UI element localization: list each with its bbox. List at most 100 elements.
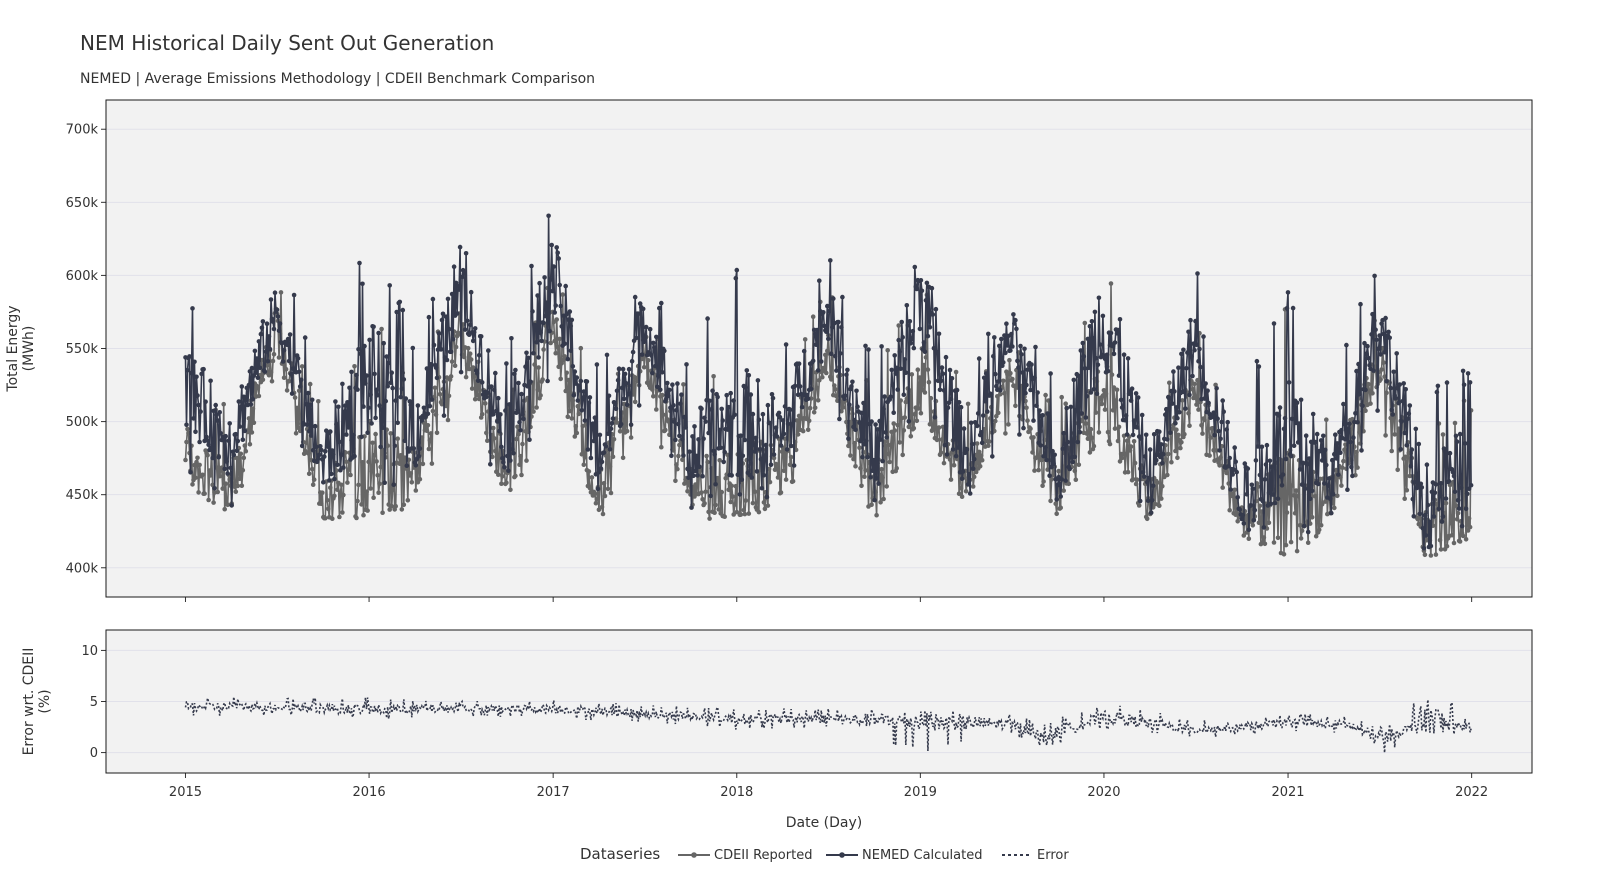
nemed-calculated-point	[1454, 439, 1460, 445]
nemed-calculated-point	[1273, 447, 1279, 453]
nemed-calculated-point	[917, 326, 923, 332]
cdeii-reported-point	[884, 484, 889, 489]
cdeii-reported-point	[1434, 501, 1440, 507]
nemed-calculated-point	[817, 278, 822, 284]
cdeii-reported-point	[311, 477, 317, 482]
cdeii-reported-point	[1309, 515, 1315, 520]
nemed-calculated-point	[508, 458, 513, 463]
nemed-calculated-point	[1302, 486, 1308, 492]
cdeii-reported-point	[1205, 427, 1210, 432]
error-y-axis-label: Error wrt. CDEII(%)	[21, 648, 53, 756]
nemed-calculated-point	[416, 454, 422, 459]
cdeii-reported-point	[557, 336, 562, 342]
cdeii-reported-point	[556, 364, 561, 370]
cdeii-reported-point	[852, 440, 857, 446]
nemed-calculated-point	[1002, 333, 1007, 338]
cdeii-reported-point	[1466, 516, 1472, 521]
nemed-calculated-point	[979, 440, 985, 446]
cdeii-reported-point	[205, 452, 210, 458]
nemed-calculated-point	[1280, 472, 1286, 477]
cdeii-reported-point	[1159, 496, 1164, 501]
nemed-calculated-point	[901, 392, 907, 398]
cdeii-reported-point	[299, 364, 305, 369]
nemed-calculated-point	[1347, 421, 1352, 427]
nemed-calculated-point	[636, 403, 642, 408]
cdeii-reported-point	[796, 413, 802, 419]
nemed-calculated-point	[413, 463, 419, 468]
nemed-calculated-point	[1391, 369, 1396, 375]
nemed-calculated-point	[609, 421, 615, 426]
cdeii-reported-point	[896, 323, 901, 328]
cdeii-reported-point	[515, 424, 520, 430]
nemed-calculated-point	[942, 442, 948, 448]
nemed-calculated-point	[456, 287, 462, 292]
nemed-calculated-point	[1196, 358, 1201, 364]
nemed-calculated-point	[603, 443, 609, 449]
nemed-calculated-point	[1299, 482, 1305, 487]
cdeii-reported-point	[712, 510, 717, 515]
nemed-calculated-point	[674, 408, 679, 413]
nemed-calculated-point	[1444, 380, 1450, 385]
cdeii-reported-point	[895, 422, 900, 428]
cdeii-reported-point	[1340, 465, 1345, 471]
nemed-calculated-point	[1015, 358, 1020, 364]
nemed-calculated-point	[836, 319, 841, 325]
cdeii-reported-point	[900, 452, 905, 458]
nemed-calculated-point	[983, 371, 989, 376]
nemed-calculated-point	[859, 410, 864, 416]
cdeii-reported-point	[1415, 516, 1421, 522]
nemed-calculated-point	[1087, 324, 1093, 329]
cdeii-reported-point	[1342, 447, 1347, 453]
nemed-calculated-point	[1253, 458, 1259, 463]
nemed-calculated-point	[253, 370, 259, 376]
nemed-calculated-point	[689, 505, 694, 510]
nemed-calculated-point	[877, 418, 882, 424]
nemed-calculated-point	[537, 280, 542, 286]
nemed-calculated-point	[853, 427, 858, 433]
cdeii-reported-point	[1108, 281, 1114, 286]
nemed-calculated-point	[751, 442, 757, 448]
nemed-calculated-point	[584, 379, 590, 384]
cdeii-reported-point	[292, 395, 298, 400]
nemed-calculated-point	[1312, 439, 1318, 445]
nemed-calculated-point	[1332, 451, 1337, 457]
cdeii-reported-point	[1134, 477, 1140, 483]
cdeii-reported-point	[645, 358, 651, 363]
cdeii-reported-point	[1422, 552, 1428, 558]
cdeii-reported-point	[246, 416, 252, 421]
nemed-calculated-point	[1346, 426, 1351, 432]
nemed-calculated-point	[368, 392, 373, 398]
nemed-calculated-point	[240, 437, 246, 443]
cdeii-reported-point	[722, 514, 727, 519]
nemed-calculated-point	[869, 419, 874, 424]
nemed-calculated-point	[911, 345, 917, 351]
nemed-calculated-point	[1249, 482, 1255, 488]
nemed-calculated-point	[1216, 428, 1221, 434]
cdeii-reported-point	[806, 418, 812, 424]
cdeii-reported-point	[379, 326, 384, 332]
nemed-calculated-point	[523, 364, 528, 370]
nemed-calculated-point	[1129, 386, 1135, 392]
cdeii-reported-point	[880, 475, 885, 480]
nemed-calculated-point	[971, 456, 977, 462]
nemed-calculated-point	[1363, 387, 1368, 393]
cdeii-reported-point	[335, 487, 340, 493]
nemed-calculated-point	[505, 453, 510, 459]
nemed-calculated-point	[1434, 389, 1440, 395]
nemed-calculated-point	[1183, 406, 1188, 411]
nemed-calculated-point	[1031, 418, 1036, 423]
nemed-calculated-point	[402, 438, 408, 444]
cdeii-reported-point	[1164, 457, 1169, 463]
cdeii-reported-point	[1041, 479, 1046, 484]
nemed-calculated-point	[332, 476, 337, 482]
nemed-calculated-point	[529, 263, 534, 269]
cdeii-reported-point	[1194, 402, 1199, 407]
nemed-calculated-point	[1271, 321, 1277, 326]
nemed-calculated-point	[1205, 388, 1210, 394]
nemed-calculated-point	[264, 321, 270, 327]
nemed-calculated-point	[629, 358, 635, 364]
nemed-calculated-point	[1245, 466, 1251, 471]
nemed-calculated-point	[722, 449, 727, 455]
cdeii-reported-point	[1173, 448, 1178, 454]
nemed-calculated-point	[1125, 356, 1131, 361]
